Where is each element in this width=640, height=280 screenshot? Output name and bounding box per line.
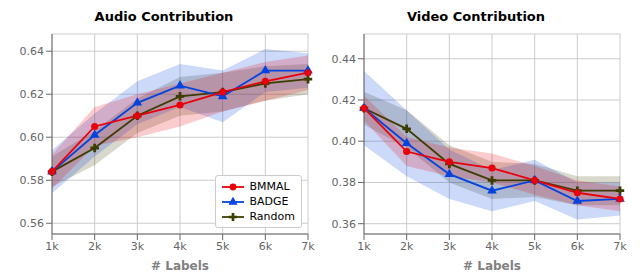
svg-text:0.58: 0.58 [20, 174, 45, 187]
svg-text:# Labels: # Labels [463, 259, 521, 270]
svg-text:0.44: 0.44 [332, 53, 357, 66]
html-text:BADGE: BADGE [249, 195, 289, 208]
svg-text:0.56: 0.56 [20, 217, 45, 230]
html-text:Random: Random [249, 210, 295, 223]
svg-text:0.40: 0.40 [332, 135, 357, 148]
svg-text:5k: 5k [528, 240, 542, 253]
svg-text:0.60: 0.60 [20, 131, 45, 144]
svg-text:0.62: 0.62 [20, 88, 45, 101]
svg-text:6k: 6k [571, 240, 585, 253]
svg-text:2k: 2k [88, 240, 102, 253]
svg-text:4k: 4k [173, 240, 187, 253]
svg-text:1k: 1k [357, 240, 371, 253]
html-text:Video Contribution: Video Contribution [407, 9, 545, 24]
svg-text:6k: 6k [259, 240, 273, 253]
svg-text:# Labels: # Labels [151, 259, 209, 270]
html-text:Audio Contribution: Audio Contribution [94, 9, 234, 24]
svg-text:0.36: 0.36 [332, 218, 357, 231]
svg-text:0.38: 0.38 [332, 176, 357, 189]
svg-text:1k: 1k [45, 240, 59, 253]
html-text:BMMAL: BMMAL [249, 180, 290, 193]
svg-text:4k: 4k [485, 240, 499, 253]
svg-text:0.42: 0.42 [332, 94, 357, 107]
svg-text:7k: 7k [301, 240, 315, 253]
svg-text:2k: 2k [400, 240, 414, 253]
svg-text:5k: 5k [216, 240, 230, 253]
svg-text:3k: 3k [131, 240, 145, 253]
svg-text:7k: 7k [613, 240, 627, 253]
svg-text:3k: 3k [443, 240, 457, 253]
svg-text:0.64: 0.64 [20, 45, 45, 58]
